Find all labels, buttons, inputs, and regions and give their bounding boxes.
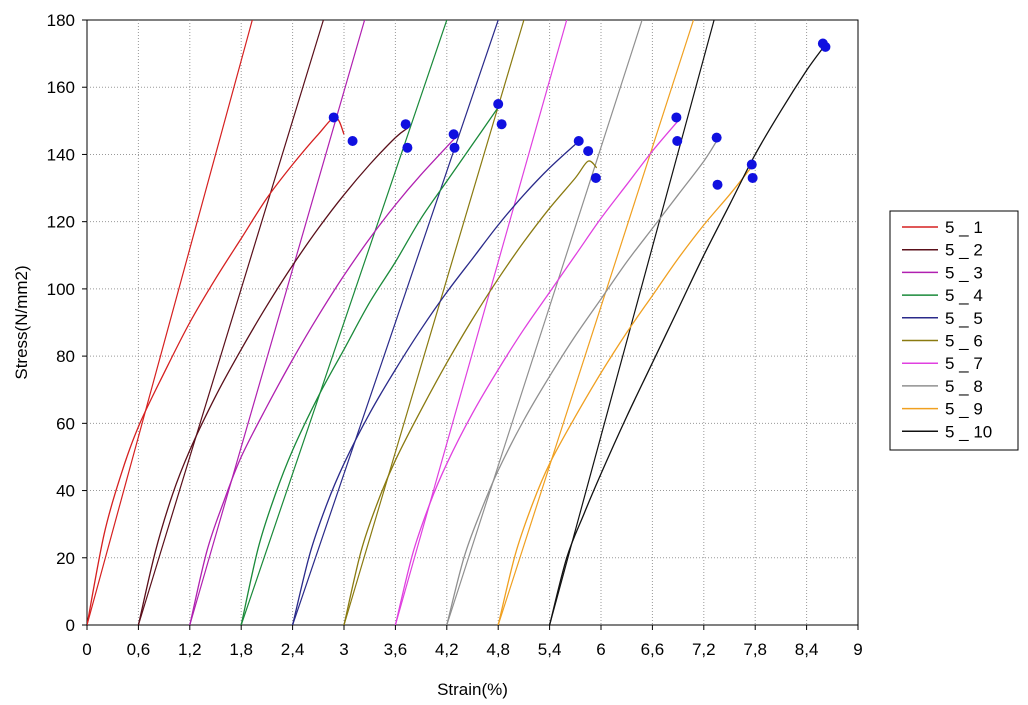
failure-point [493, 99, 504, 110]
failure-point [448, 129, 459, 140]
x-tick-label: 1,2 [178, 640, 202, 659]
y-tick-label: 40 [56, 482, 75, 501]
series-line [343, 160, 598, 625]
legend-box [889, 210, 1019, 451]
reloading-line [446, 20, 643, 625]
failure-point [746, 159, 757, 170]
failure-point [400, 119, 411, 130]
failure-point [671, 112, 682, 123]
x-tick-label: 6 [596, 640, 605, 659]
failure-point [672, 136, 683, 146]
x-tick-label: 0 [82, 640, 91, 659]
gridlines [87, 20, 858, 625]
reloading-line [87, 20, 253, 625]
x-tick-label: 1,8 [229, 640, 253, 659]
y-axis-title: Stress(N/mm2) [12, 265, 31, 379]
reloading-line [292, 20, 499, 625]
reloading-line [343, 20, 525, 625]
legend-label: 5 _ 9 [945, 400, 983, 419]
failure-point [590, 172, 601, 183]
y-tick-label: 20 [56, 549, 75, 568]
x-tick-label: 3 [339, 640, 348, 659]
failure-markers [328, 38, 831, 190]
series-line [291, 143, 576, 625]
y-tick-label: 0 [66, 616, 75, 635]
legend-label: 5 _ 6 [945, 332, 983, 351]
y-tick-label: 120 [47, 213, 75, 232]
y-tick-label: 160 [47, 78, 75, 97]
x-tick-label: 8,4 [795, 640, 819, 659]
legend-label: 5 _ 2 [945, 241, 983, 260]
failure-point [347, 136, 358, 146]
failure-point [747, 172, 758, 183]
x-tick-label: 3,6 [384, 640, 408, 659]
x-tick-label: 9 [853, 640, 862, 659]
failure-point [711, 132, 722, 143]
series-lines [87, 20, 825, 625]
x-tick-label: 7,2 [692, 640, 716, 659]
x-tick-label: 0,6 [127, 640, 151, 659]
x-axis-ticks: 0 0,6 1,2 1,8 2,4 3 3,6 4,2 4,8 5,4 6 6,6 7,2 7,8 8,4 9 [82, 625, 863, 659]
failure-point [496, 119, 507, 130]
legend: 5 _ 1 5 _ 2 5 _ 3 5 _ 4 5 _ 5 5 _ 6 5 _ 7 5 _ 8… [889, 210, 1019, 451]
x-tick-label: 5,4 [538, 640, 562, 659]
legend-label: 5 _ 4 [945, 286, 983, 305]
x-axis-title: Strain(%) [437, 680, 508, 699]
legend-label: 5 _ 7 [945, 354, 983, 373]
series-line [394, 120, 679, 625]
reloading-line [240, 20, 448, 625]
series-line [446, 140, 718, 625]
x-tick-label: 6,6 [641, 640, 665, 659]
y-tick-label: 80 [56, 347, 75, 366]
x-tick-label: 7,8 [743, 640, 767, 659]
legend-label: 5 _ 8 [945, 377, 983, 396]
failure-point [583, 146, 594, 157]
series-line [137, 127, 409, 625]
x-tick-label: 4,8 [486, 640, 510, 659]
failure-point [328, 112, 339, 123]
legend-label: 5 _ 1 [945, 218, 983, 237]
series-line [548, 46, 825, 625]
legend-label: 5 _ 10 [945, 422, 992, 441]
series-line [240, 107, 499, 625]
failure-point [573, 136, 584, 146]
failure-point [712, 179, 723, 190]
y-tick-label: 100 [47, 280, 75, 299]
reloading-line [394, 20, 568, 625]
legend-label: 5 _ 3 [945, 263, 983, 282]
series-line [497, 167, 752, 625]
reloading-line [137, 20, 324, 625]
x-tick-label: 2,4 [281, 640, 305, 659]
y-tick-label: 140 [47, 145, 75, 164]
failure-point [402, 142, 413, 153]
reloading-line [497, 20, 695, 625]
reloading-line [549, 20, 715, 625]
y-tick-label: 60 [56, 414, 75, 433]
failure-point [449, 142, 460, 153]
series-line [87, 116, 345, 625]
series-line [189, 137, 456, 625]
x-tick-label: 4,2 [435, 640, 459, 659]
legend-label: 5 _ 5 [945, 309, 983, 328]
failure-point [820, 41, 831, 52]
y-tick-label: 180 [47, 11, 75, 30]
y-axis-ticks: 0 20 40 60 80 100 120 140 160 180 [47, 11, 87, 635]
